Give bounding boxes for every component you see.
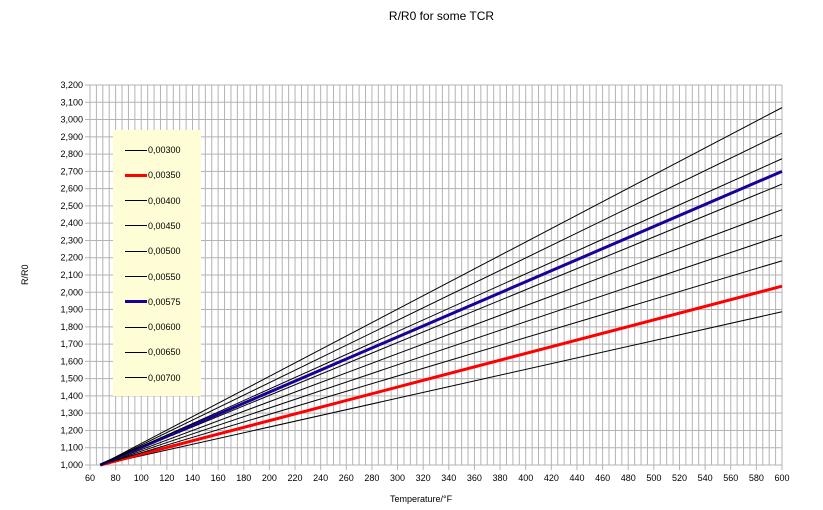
legend-item: 0,00450 bbox=[125, 219, 181, 233]
legend-swatch-icon bbox=[125, 351, 147, 353]
series-line bbox=[100, 158, 783, 466]
series-line bbox=[100, 107, 783, 466]
series-line bbox=[100, 260, 783, 466]
y-tick-label: 1,100 bbox=[60, 443, 83, 453]
legend-label: 0,00650 bbox=[148, 347, 181, 358]
y-tick-label: 1,900 bbox=[60, 305, 83, 315]
x-tick-label: 260 bbox=[339, 473, 354, 483]
legend: 0,00300 0,00350 0,00400 0,00450 0,00500 0,005… bbox=[113, 130, 201, 396]
x-tick-label: 540 bbox=[698, 473, 713, 483]
legend-label: 0,00450 bbox=[148, 220, 181, 231]
x-tick-label: 300 bbox=[390, 473, 405, 483]
x-tick-label: 600 bbox=[774, 473, 789, 483]
legend-label: 0,00550 bbox=[148, 271, 181, 282]
legend-item: 0,00550 bbox=[125, 270, 181, 284]
legend-item: 0,00400 bbox=[125, 194, 181, 208]
y-tick-label: 2,200 bbox=[60, 253, 83, 263]
x-tick-label: 520 bbox=[672, 473, 687, 483]
legend-label: 0,00575 bbox=[148, 296, 181, 307]
y-tick-label: 2,600 bbox=[60, 184, 83, 194]
y-tick-label: 1,600 bbox=[60, 356, 83, 366]
x-tick-label: 160 bbox=[211, 473, 226, 483]
legend-item: 0,00350 bbox=[125, 168, 181, 182]
x-tick-label: 100 bbox=[134, 473, 149, 483]
y-tick-label: 1,700 bbox=[60, 339, 83, 349]
x-tick-label: 560 bbox=[723, 473, 738, 483]
legend-label: 0,00500 bbox=[148, 246, 181, 257]
x-tick-label: 220 bbox=[288, 473, 303, 483]
series-line bbox=[100, 209, 783, 466]
legend-label: 0,00300 bbox=[148, 145, 181, 155]
x-tick-label: 500 bbox=[646, 473, 661, 483]
y-tick-label: 2,100 bbox=[60, 270, 83, 280]
legend-swatch-icon bbox=[125, 225, 147, 227]
x-tick-label: 60 bbox=[85, 473, 95, 483]
legend-label: 0,00700 bbox=[148, 372, 181, 383]
x-tick-label: 580 bbox=[749, 473, 764, 483]
series-line bbox=[100, 183, 783, 466]
chart-title: R/R0 for some TCR bbox=[388, 9, 495, 23]
x-tick-label: 180 bbox=[236, 473, 251, 483]
x-tick-label: 140 bbox=[185, 473, 200, 483]
x-tick-label: 360 bbox=[467, 473, 482, 483]
y-tick-label: 2,500 bbox=[60, 201, 83, 211]
x-axis-label: Temperature/°F bbox=[390, 494, 453, 504]
y-tick-label: 2,800 bbox=[60, 149, 83, 159]
x-tick-label: 480 bbox=[621, 473, 636, 483]
legend-swatch-icon bbox=[125, 149, 147, 151]
legend-item: 0,00500 bbox=[125, 244, 181, 258]
x-tick-label: 320 bbox=[416, 473, 431, 483]
data-lines bbox=[99, 107, 783, 467]
legend-item: 0,00600 bbox=[125, 320, 181, 334]
legend-item: 0,00575 bbox=[125, 295, 181, 309]
x-tick-label: 380 bbox=[493, 473, 508, 483]
legend-swatch-icon bbox=[125, 276, 147, 277]
series-line bbox=[99, 169, 783, 467]
x-tick-label: 460 bbox=[595, 473, 610, 483]
legend-item: 0,00700 bbox=[125, 371, 181, 385]
x-tick-label: 280 bbox=[364, 473, 379, 483]
axes: 1,000 1,100 1,200 1,300 1,400 1,500 1,600 1,700… bbox=[60, 80, 789, 483]
legend-label: 0,00400 bbox=[148, 195, 181, 206]
legend-item: 0,00300 bbox=[125, 143, 181, 157]
series-line bbox=[100, 132, 783, 466]
x-tick-label: 200 bbox=[262, 473, 277, 483]
x-tick-label: 400 bbox=[518, 473, 533, 483]
y-tick-label: 1,300 bbox=[60, 408, 83, 418]
x-tick-label: 240 bbox=[313, 473, 328, 483]
y-tick-label: 2,400 bbox=[60, 218, 83, 228]
series-line bbox=[100, 311, 783, 466]
series-line bbox=[99, 284, 783, 467]
x-tick-label: 120 bbox=[159, 473, 174, 483]
x-tick-label: 80 bbox=[111, 473, 121, 483]
y-tick-label: 3,100 bbox=[60, 97, 83, 107]
legend-swatch-icon bbox=[125, 250, 147, 252]
y-tick-label: 3,000 bbox=[60, 115, 83, 125]
x-tick-label: 420 bbox=[544, 473, 559, 483]
y-tick-label: 2,900 bbox=[60, 132, 83, 142]
legend-label: 0,00350 bbox=[148, 170, 181, 181]
y-tick-label: 1,200 bbox=[60, 425, 83, 435]
legend-swatch-icon bbox=[125, 173, 147, 177]
legend-swatch-icon bbox=[125, 326, 147, 328]
y-tick-label: 3,200 bbox=[60, 80, 83, 90]
y-tick-label: 2,700 bbox=[60, 166, 83, 176]
legend-item: 0,00650 bbox=[125, 345, 181, 359]
y-tick-label: 2,000 bbox=[60, 287, 83, 297]
y-tick-label: 1,400 bbox=[60, 391, 83, 401]
legend-swatch-icon bbox=[125, 300, 147, 304]
y-tick-label: 1,500 bbox=[60, 374, 83, 384]
y-tick-label: 1,000 bbox=[60, 460, 83, 470]
legend-swatch-icon bbox=[125, 377, 147, 379]
x-tick-label: 340 bbox=[441, 473, 456, 483]
legend-swatch-icon bbox=[125, 200, 147, 202]
y-tick-label: 2,300 bbox=[60, 235, 83, 245]
series-line bbox=[100, 234, 783, 466]
y-tick-label: 1,800 bbox=[60, 322, 83, 332]
x-tick-label: 440 bbox=[569, 473, 584, 483]
legend-label: 0,00600 bbox=[148, 322, 181, 333]
